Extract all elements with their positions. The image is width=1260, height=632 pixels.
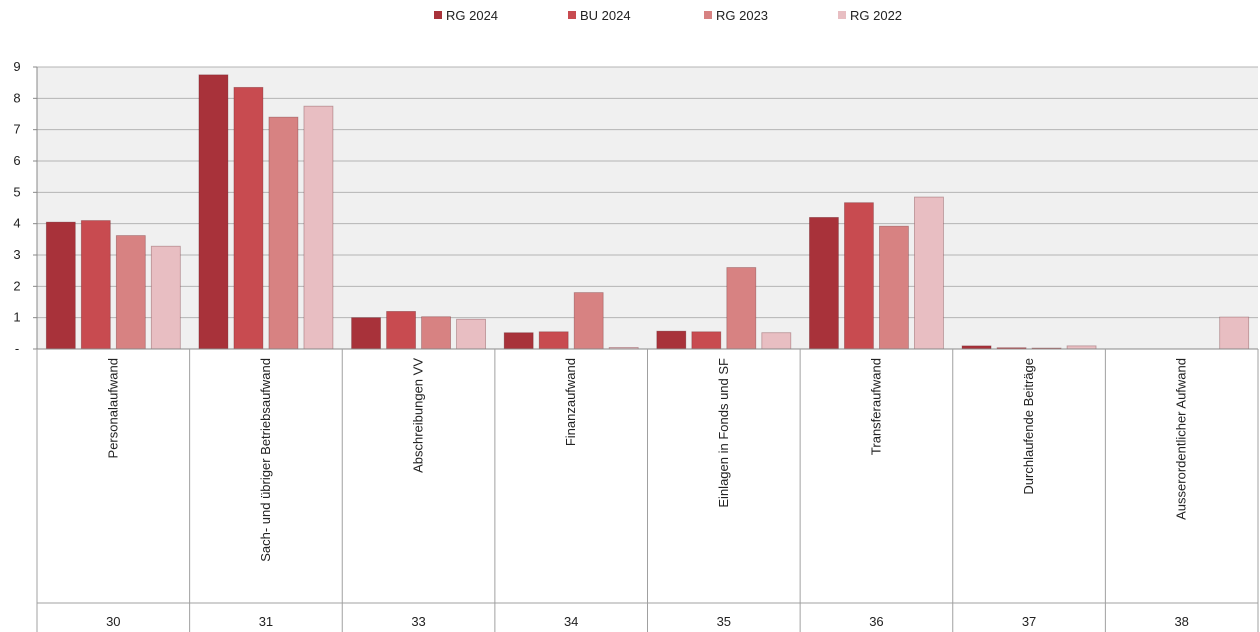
bar-rg-2022-35 xyxy=(761,332,792,350)
legend-label: BU 2024 xyxy=(580,8,631,23)
bar-rg-2022-31 xyxy=(303,105,334,350)
y-tick-label: 4 xyxy=(13,216,20,231)
legend-item-rg-2023: RG 2023 xyxy=(704,8,768,23)
category-code: 36 xyxy=(869,614,883,629)
category-code: 37 xyxy=(1022,614,1036,629)
y-tick-label: 7 xyxy=(13,122,20,137)
bar-rg-2024-33 xyxy=(351,317,381,350)
category-code: 31 xyxy=(259,614,273,629)
category-code: 30 xyxy=(106,614,120,629)
bar-rg-2024-34 xyxy=(503,332,534,350)
y-tick-label: 8 xyxy=(13,90,20,105)
bar-bu-2024-33 xyxy=(386,310,416,350)
bar-rg-2023-33 xyxy=(421,316,451,350)
y-tick-label: 5 xyxy=(13,184,20,199)
category-label: Transferaufwand xyxy=(868,358,883,455)
bar-rg-2024-31 xyxy=(198,74,229,350)
bar-rg-2023-35 xyxy=(726,267,757,350)
legend-item-bu-2024: BU 2024 xyxy=(568,8,631,23)
bar-rg-2024-30 xyxy=(45,221,76,350)
bar-bu-2024-36 xyxy=(844,202,874,350)
y-tick-label: 6 xyxy=(13,153,20,168)
bars xyxy=(45,74,1250,350)
category-label: Abschreibungen VV xyxy=(411,358,426,473)
legend-item-rg-2022: RG 2022 xyxy=(838,8,902,23)
category-label: Einlagen in Fonds und SF xyxy=(716,358,731,508)
chart-legend: RG 2024 BU 2024 RG 2023 RG 2022 xyxy=(434,8,902,23)
y-axis: - 1 2 3 4 5 6 7 8 9 xyxy=(13,59,38,356)
legend-swatch xyxy=(568,11,576,19)
category-label: Ausserordentlicher Aufwand xyxy=(1174,358,1189,520)
bar-rg-2022-30 xyxy=(150,245,181,350)
legend-label: RG 2023 xyxy=(716,8,768,23)
bar-rg-2024-35 xyxy=(656,330,687,350)
legend-label: RG 2022 xyxy=(850,8,902,23)
category-code: 35 xyxy=(717,614,731,629)
category-label: Finanzaufwand xyxy=(563,358,578,446)
y-tick-label: - xyxy=(15,341,19,356)
bar-bu-2024-31 xyxy=(233,86,264,350)
bar-rg-2022-33 xyxy=(456,318,486,350)
bar-rg-2022-38 xyxy=(1219,316,1250,350)
category-code: 38 xyxy=(1174,614,1188,629)
legend-swatch xyxy=(434,11,442,19)
category-code: 34 xyxy=(564,614,578,629)
bar-rg-2022-36 xyxy=(914,196,944,350)
legend-swatch xyxy=(838,11,846,19)
bar-rg-2023-30 xyxy=(115,235,146,350)
bar-bu-2024-35 xyxy=(691,331,722,350)
y-tick-label: 1 xyxy=(13,310,20,325)
legend-label: RG 2024 xyxy=(446,8,498,23)
y-tick-label: 2 xyxy=(13,278,20,293)
category-label: Personalaufwand xyxy=(105,358,120,458)
bar-bu-2024-30 xyxy=(80,220,111,350)
x-axis: Personalaufwand 30 Sach- und übriger Betri… xyxy=(36,348,1259,632)
bar-rg-2023-34 xyxy=(573,292,604,350)
bar-rg-2023-31 xyxy=(268,116,299,350)
legend-swatch xyxy=(704,11,712,19)
y-tick-label: 3 xyxy=(13,247,20,262)
category-label: Durchlaufende Beiträge xyxy=(1021,358,1036,495)
category-label: Sach- und übriger Betriebsaufwand xyxy=(258,358,273,562)
category-code: 33 xyxy=(411,614,425,629)
y-tick-label: 9 xyxy=(13,59,20,74)
bar-bu-2024-34 xyxy=(538,331,569,350)
bar-rg-2023-36 xyxy=(879,225,909,350)
legend-item-rg-2024: RG 2024 xyxy=(434,8,498,23)
bar-rg-2024-36 xyxy=(809,216,839,350)
